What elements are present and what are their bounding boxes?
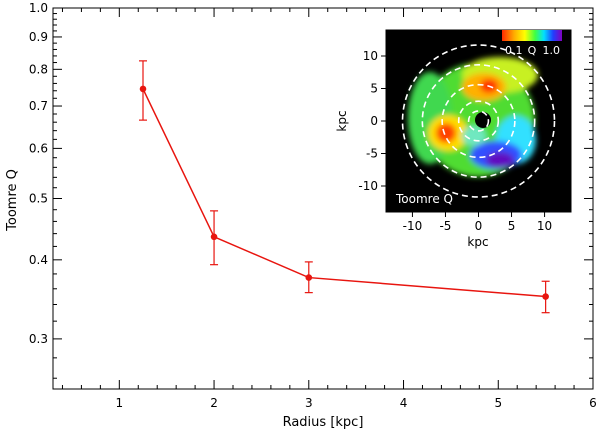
inset-x-tick-label: -10 [403, 219, 423, 233]
inset-ring [401, 44, 556, 198]
y-tick-label: 0.3 [29, 332, 48, 346]
x-tick-label: 5 [494, 396, 502, 410]
inset-ring [441, 83, 516, 159]
colorbar [502, 30, 562, 41]
y-axis-label: Toomre Q [5, 169, 20, 232]
inset-ring [467, 110, 490, 132]
main-axis-ticks: 1 2 3 4 5 6 0.3 0.4 0.5 0.6 0.7 0.8 0.9 1.0 [29, 1, 597, 410]
inset-axis-ticks: -10 -5 0 5 10 -10 -5 0 5 10 [358, 49, 552, 233]
inset-rings [401, 44, 556, 198]
data-point [210, 233, 218, 241]
y-tick-label: 1.0 [29, 1, 48, 15]
x-tick-label: 1 [115, 396, 123, 410]
x-tick-label: 6 [589, 396, 597, 410]
colorbar-label: Q [528, 44, 537, 57]
data-point [305, 274, 313, 281]
x-tick-label: 4 [400, 396, 408, 410]
x-tick-label: 3 [305, 396, 313, 410]
y-tick-label: 0.7 [29, 99, 48, 113]
inset-y-tick-label: -10 [358, 179, 378, 193]
data-point [139, 85, 147, 93]
y-tick-label: 0.8 [29, 62, 48, 76]
inset-x-tick-label: -5 [439, 219, 451, 233]
inset-center-hole [475, 112, 491, 128]
x-axis-label: Radius [kpc] [283, 415, 364, 430]
colorbar-max-label: 1.0 [543, 44, 561, 57]
inset-ring [421, 64, 536, 178]
y-tick-label: 0.5 [29, 192, 48, 206]
inset-y-tick-label: -5 [366, 147, 378, 161]
inset-y-axis-label: kpc [335, 110, 349, 131]
y-tick-label: 0.4 [29, 253, 48, 267]
inset-x-axis-label: kpc [467, 235, 488, 249]
inset-x-tick-label: 5 [508, 219, 516, 233]
inset-y-tick-label: 5 [370, 82, 378, 96]
inset-ring [457, 100, 500, 142]
data-point [542, 293, 549, 300]
inset-q-field [408, 57, 538, 177]
inset-y-tick-label: 0 [370, 114, 378, 128]
inset-title: Toomre Q [395, 192, 453, 206]
y-tick-label: 0.6 [29, 141, 48, 155]
inset-x-tick-label: 10 [537, 219, 552, 233]
inset-y-tick-label: 10 [363, 49, 378, 63]
inset-map: -10 -5 0 5 10 -10 -5 0 5 10 0.1 Q 1.0 Toomre Q kp… [335, 29, 572, 249]
x-tick-label: 2 [210, 396, 218, 410]
colorbar-min-label: 0.1 [505, 44, 523, 57]
y-tick-label: 0.9 [29, 30, 48, 44]
main-series [139, 60, 550, 314]
series-line [142, 88, 546, 298]
inset-x-tick-label: 0 [475, 219, 483, 233]
